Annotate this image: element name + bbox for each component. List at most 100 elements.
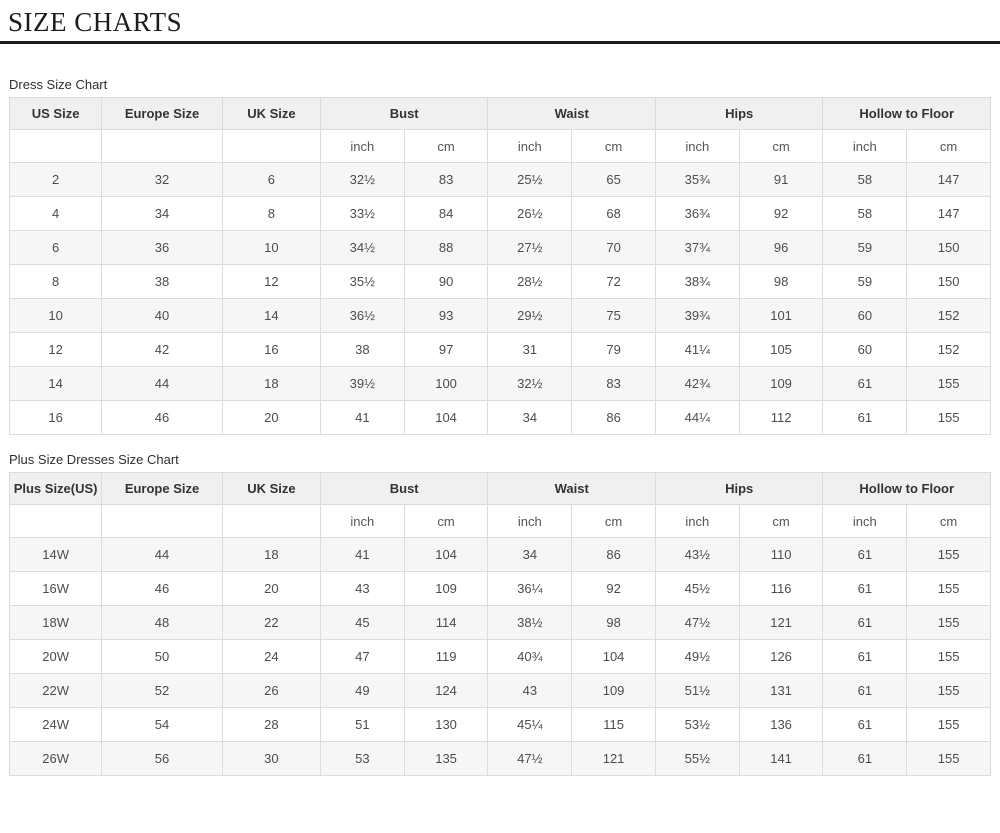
table-row: 14 44 18 39½ 100 32½ 83 42¾ 109 61 155 <box>8 366 991 401</box>
table-cell: 70 <box>571 230 656 265</box>
table-cell: 96 <box>738 230 824 265</box>
table-cell: 18W <box>8 605 103 640</box>
table-cell: 115 <box>571 707 656 742</box>
table-cell: 16 <box>221 332 321 367</box>
empty-cell <box>221 129 321 163</box>
table-cell: 124 <box>403 673 489 708</box>
table-cell: 90 <box>403 264 489 299</box>
table-cell: 6 <box>8 230 103 265</box>
table-cell: 56 <box>101 741 223 776</box>
table-cell: 44 <box>101 537 223 572</box>
table-cell: 45¼ <box>487 707 573 742</box>
unit-header-inch: inch <box>319 129 405 163</box>
table-cell: 40¾ <box>487 639 573 674</box>
column-header-europe-size: Europe Size <box>101 97 223 130</box>
table-cell: 41¼ <box>654 332 740 367</box>
table-cell: 155 <box>906 400 991 435</box>
table-cell: 86 <box>571 400 656 435</box>
table-cell: 45½ <box>654 571 740 606</box>
header-row: Plus Size(US) Europe Size UK Size Bust W… <box>8 472 991 505</box>
table-cell: 49½ <box>654 639 740 674</box>
unit-header-inch: inch <box>319 504 405 538</box>
table-cell: 84 <box>403 196 489 231</box>
table-cell: 147 <box>906 162 991 197</box>
table-cell: 25½ <box>487 162 573 197</box>
table-cell: 33½ <box>319 196 405 231</box>
table-row: 16 46 20 41 104 34 86 44¼ 112 61 155 <box>8 400 991 435</box>
empty-cell <box>8 129 103 163</box>
column-header-plus-size-us: Plus Size(US) <box>8 472 103 505</box>
table-cell: 135 <box>403 741 489 776</box>
table-cell: 8 <box>221 196 321 231</box>
table-cell: 26½ <box>487 196 573 231</box>
table-cell: 155 <box>906 707 991 742</box>
table-cell: 109 <box>738 366 824 401</box>
table-cell: 38 <box>319 332 405 367</box>
table-cell: 65 <box>571 162 656 197</box>
table-cell: 104 <box>571 639 656 674</box>
table-cell: 83 <box>403 162 489 197</box>
table-cell: 61 <box>822 571 908 606</box>
table-row: 22W 52 26 49 124 43 109 51½ 131 61 155 <box>8 673 991 708</box>
table-cell: 61 <box>822 366 908 401</box>
column-header-uk-size: UK Size <box>221 472 321 505</box>
table-cell: 86 <box>571 537 656 572</box>
unit-header-cm: cm <box>571 129 656 163</box>
table-cell: 55½ <box>654 741 740 776</box>
table-cell: 38¾ <box>654 264 740 299</box>
column-header-waist: Waist <box>487 97 656 130</box>
table-cell: 16 <box>8 400 103 435</box>
table-row: 12 42 16 38 97 31 79 41¼ 105 60 152 <box>8 332 991 367</box>
table-row: 18W 48 22 45 114 38½ 98 47½ 121 61 155 <box>8 605 991 640</box>
table-cell: 32 <box>101 162 223 197</box>
empty-cell <box>8 504 103 538</box>
column-header-europe-size: Europe Size <box>101 472 223 505</box>
table-cell: 59 <box>822 230 908 265</box>
table-cell: 152 <box>906 332 991 367</box>
table-cell: 155 <box>906 537 991 572</box>
unit-header-cm: cm <box>738 504 824 538</box>
table-cell: 14 <box>221 298 321 333</box>
table-cell: 83 <box>571 366 656 401</box>
table-row: 2 32 6 32½ 83 25½ 65 35¾ 91 58 147 <box>8 162 991 197</box>
table-cell: 43 <box>487 673 573 708</box>
header-row: US Size Europe Size UK Size Bust Waist H… <box>8 97 991 130</box>
table-cell: 155 <box>906 605 991 640</box>
unit-header-inch: inch <box>822 504 908 538</box>
table-row: 4 34 8 33½ 84 26½ 68 36¾ 92 58 147 <box>8 196 991 231</box>
empty-cell <box>101 129 223 163</box>
dress-size-section: Dress Size Chart US Size Europe Size UK … <box>0 44 1000 435</box>
table-cell: 114 <box>403 605 489 640</box>
table-cell: 36 <box>101 230 223 265</box>
table-cell: 31 <box>487 332 573 367</box>
table-cell: 91 <box>738 162 824 197</box>
table-cell: 155 <box>906 366 991 401</box>
table-cell: 40 <box>101 298 223 333</box>
table-cell: 104 <box>403 537 489 572</box>
table-cell: 121 <box>738 605 824 640</box>
table-cell: 68 <box>571 196 656 231</box>
table-cell: 155 <box>906 639 991 674</box>
table-cell: 147 <box>906 196 991 231</box>
table-cell: 47 <box>319 639 405 674</box>
table-row: 20W 50 24 47 119 40¾ 104 49½ 126 61 155 <box>8 639 991 674</box>
table-cell: 41 <box>319 537 405 572</box>
dress-size-table: US Size Europe Size UK Size Bust Waist H… <box>8 97 991 435</box>
table-cell: 29½ <box>487 298 573 333</box>
table-cell: 136 <box>738 707 824 742</box>
table-cell: 98 <box>571 605 656 640</box>
title-divider <box>0 41 1000 44</box>
table-cell: 121 <box>571 741 656 776</box>
table-cell: 44¼ <box>654 400 740 435</box>
table-cell: 38 <box>101 264 223 299</box>
table-row: 26W 56 30 53 135 47½ 121 55½ 141 61 155 <box>8 741 991 776</box>
table-cell: 72 <box>571 264 656 299</box>
table-cell: 34 <box>101 196 223 231</box>
unit-header-inch: inch <box>654 129 740 163</box>
units-row: inch cm inch cm inch cm inch cm <box>8 129 991 163</box>
table-cell: 53½ <box>654 707 740 742</box>
table-cell: 38½ <box>487 605 573 640</box>
table-cell: 58 <box>822 196 908 231</box>
plus-size-table: Plus Size(US) Europe Size UK Size Bust W… <box>8 472 991 776</box>
table-cell: 42¾ <box>654 366 740 401</box>
